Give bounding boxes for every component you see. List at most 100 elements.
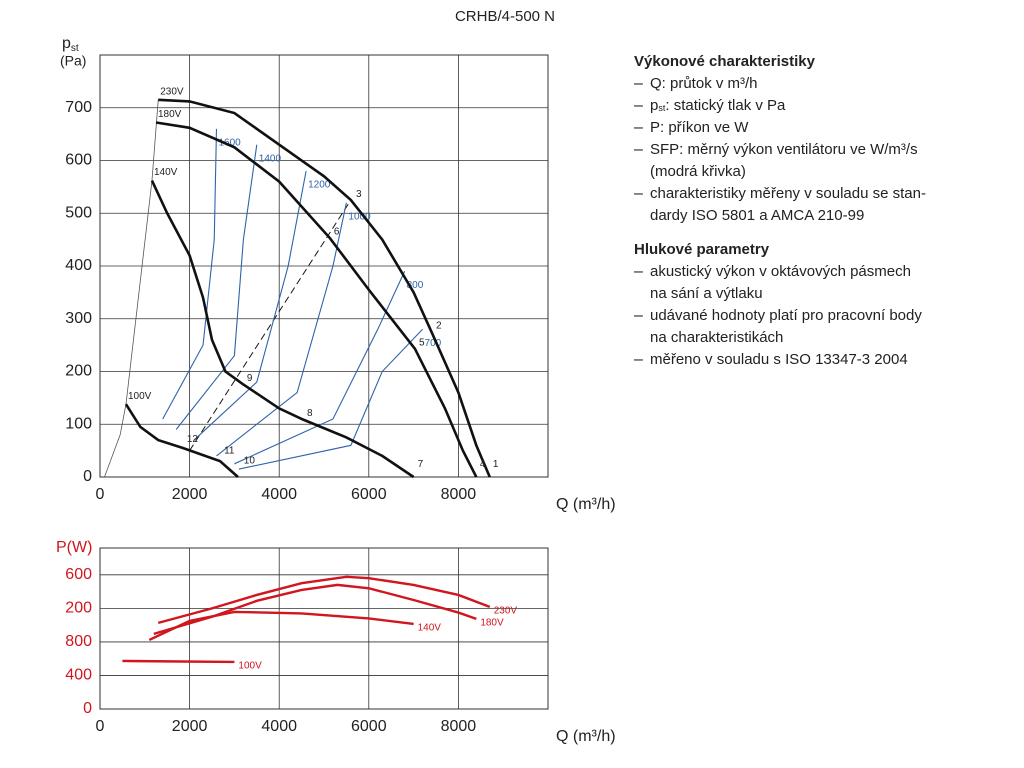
section-heading: Hlukové parametry — [634, 241, 770, 258]
sfp-label: 1400 — [259, 153, 282, 164]
list-item: (modrá křivka) — [650, 163, 746, 180]
y-tick-label: 800 — [65, 633, 92, 650]
list-item: na sání a výtlaku — [650, 285, 763, 302]
fan-curve — [155, 121, 478, 478]
operating-point: 11 — [224, 446, 235, 457]
y-tick-label: 500 — [65, 204, 92, 221]
x-axis-label: Q (m³/h) — [556, 728, 616, 745]
list-item: charakteristiky měřeny v souladu se stan… — [650, 185, 926, 202]
fan-curve — [158, 98, 491, 478]
power-curve — [157, 575, 491, 625]
bullet-dash: – — [634, 351, 643, 368]
y-tick-label: 200 — [65, 363, 92, 380]
list-item: měřeno v souladu s ISO 13347-3 2004 — [650, 351, 908, 368]
y-axis-label-part: st — [71, 43, 79, 54]
chart-title: CRHB/4-500 N — [455, 8, 555, 25]
x-tick-label: 4000 — [261, 718, 297, 735]
series-label: 180V — [480, 617, 504, 628]
list-item-part: p — [650, 97, 658, 114]
sfp-label: 1000 — [348, 211, 371, 222]
sfp-curve — [238, 328, 423, 470]
y-tick-label: 200 — [65, 600, 92, 617]
operating-point: 5 — [419, 337, 425, 348]
list-item: Q: průtok v m³/h — [650, 75, 758, 92]
series-label: 100V — [128, 391, 152, 402]
y-tick-label: 300 — [65, 310, 92, 327]
fan-curve — [150, 179, 415, 479]
bullet-dash: – — [634, 119, 643, 136]
sfp-curve — [234, 271, 406, 465]
sfp-curve — [216, 202, 347, 457]
sfp-label: 800 — [407, 280, 424, 291]
series-label: 230V — [160, 86, 184, 97]
y-tick-label: 600 — [65, 152, 92, 169]
x-tick-label: 0 — [96, 486, 105, 503]
power-curve — [153, 583, 477, 636]
power-curve — [148, 610, 414, 641]
list-item: akustický výkon v oktávových pásmech — [650, 263, 911, 280]
y-tick-label: 700 — [65, 99, 92, 116]
operating-point: 7 — [418, 459, 424, 470]
bullet-dash: – — [634, 75, 643, 92]
fan-curve — [124, 403, 239, 478]
list-item: na charakteristikách — [650, 329, 783, 346]
bullet-dash: – — [634, 97, 643, 114]
x-tick-label: 6000 — [351, 486, 387, 503]
operating-point: 3 — [356, 189, 362, 200]
y-tick-label: 400 — [65, 667, 92, 684]
list-item-part: st — [658, 103, 666, 113]
series-label: 180V — [158, 109, 182, 120]
x-tick-label: 6000 — [351, 718, 387, 735]
series-label: 100V — [238, 661, 262, 672]
y-tick-label: 0 — [83, 700, 92, 717]
x-tick-label: 2000 — [172, 718, 208, 735]
sfp-curve — [193, 170, 307, 441]
operating-point: 8 — [307, 408, 313, 419]
series-label: 140V — [154, 167, 178, 178]
y-tick-label: 100 — [65, 415, 92, 432]
operating-point: 9 — [247, 373, 253, 384]
bullet-dash: – — [634, 307, 643, 324]
list-item: udávané hodnoty platí pro pracovní body — [650, 307, 922, 324]
operating-point: 12 — [187, 434, 199, 445]
plot-frame — [99, 547, 549, 710]
operating-point: 6 — [334, 227, 340, 238]
list-item: P: příkon ve W — [650, 119, 749, 136]
operating-point: 2 — [436, 321, 442, 332]
x-axis-label: Q (m³/h) — [556, 496, 616, 513]
x-tick-label: 8000 — [441, 718, 477, 735]
sfp-label: 1200 — [308, 180, 331, 191]
bullet-dash: – — [634, 263, 643, 280]
operating-point: 1 — [493, 459, 499, 470]
x-tick-label: 0 — [96, 718, 105, 735]
y-axis-label-part: p — [62, 35, 71, 52]
y-axis-label: pst — [62, 35, 79, 53]
list-item: dardy ISO 5801 a AMCA 210-99 — [650, 207, 864, 224]
y-tick-label: 600 — [65, 566, 92, 583]
list-item: SFP: měrný výkon ventilátoru ve W/m³/s — [650, 141, 918, 158]
y-axis-unit: (Pa) — [60, 53, 86, 69]
list-item-part: : statický tlak v Pa — [665, 97, 786, 114]
x-tick-label: 8000 — [441, 486, 477, 503]
x-tick-label: 4000 — [261, 486, 297, 503]
y-tick-label: 0 — [83, 468, 92, 485]
series-label: 230V — [494, 606, 518, 617]
power-curve — [122, 659, 235, 664]
series-label: 140V — [418, 623, 442, 634]
operating-point: 4 — [480, 459, 486, 470]
x-tick-label: 2000 — [172, 486, 208, 503]
operating-point: 10 — [244, 456, 256, 467]
boundary-curve — [104, 99, 159, 478]
y-tick-label: 400 — [65, 257, 92, 274]
sfp-curve — [175, 144, 258, 430]
sfp-label: 700 — [425, 338, 442, 349]
bullet-dash: – — [634, 185, 643, 202]
y-axis-label: P(W) — [56, 539, 92, 556]
section-heading: Výkonové charakteristiky — [634, 53, 816, 70]
system-curve — [189, 199, 352, 451]
bullet-dash: – — [634, 141, 643, 158]
sfp-label: 1600 — [218, 137, 241, 148]
list-item: pst: statický tlak v Pa — [650, 97, 786, 114]
